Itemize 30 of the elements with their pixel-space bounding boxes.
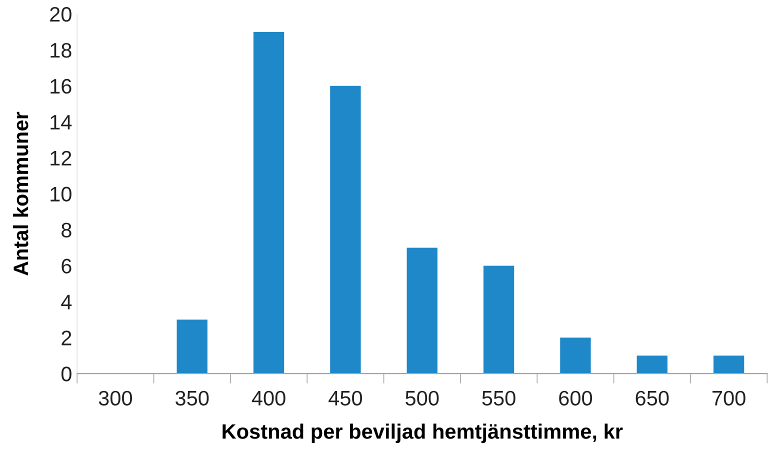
bar: [636, 356, 668, 374]
bar: [330, 86, 361, 374]
x-tick-label: 550: [482, 390, 516, 406]
y-tick-label: 0: [61, 366, 72, 382]
bar: [176, 320, 208, 374]
y-axis-title: Antal kommuner: [12, 112, 28, 276]
x-tick-label: 700: [712, 390, 746, 406]
y-tick-label: 8: [62, 222, 72, 238]
x-tick-label: 450: [328, 390, 362, 406]
x-tick-label: 650: [636, 390, 669, 406]
y-tick-label: 14: [50, 115, 72, 130]
y-tick-label: 2: [62, 330, 72, 346]
x-axis-title: Kostnad per beviljad hemtjänsttimme, kr: [222, 424, 623, 443]
y-tick-label: 12: [50, 150, 72, 166]
bar: [560, 338, 591, 374]
y-tick-label: 6: [62, 258, 72, 274]
y-tick-label: 16: [50, 78, 72, 94]
bar: [713, 356, 744, 374]
x-tick-label: 600: [559, 390, 592, 406]
x-tick-label: 300: [98, 390, 132, 406]
y-tick-label: 4: [61, 294, 72, 310]
y-tick-label: 18: [50, 42, 72, 58]
x-tick-label: 400: [252, 390, 286, 406]
y-tick-label: 20: [50, 7, 72, 22]
bar: [483, 266, 514, 374]
y-tick-label: 10: [50, 186, 72, 202]
bar: [406, 248, 438, 374]
bar: [253, 32, 284, 374]
x-tick-label: 500: [406, 390, 439, 406]
x-tick-label: 350: [176, 390, 209, 406]
